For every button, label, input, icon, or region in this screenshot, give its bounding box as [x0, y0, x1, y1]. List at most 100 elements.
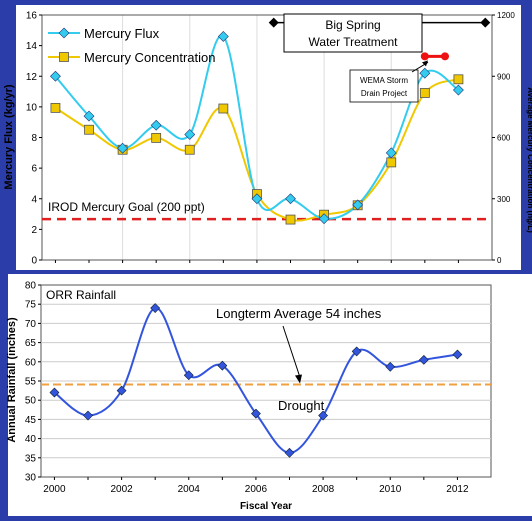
concentration-point: [50, 102, 61, 113]
top-y-tick-label: 16: [26, 11, 38, 22]
rainfall-point: [251, 408, 261, 419]
goal-line-group: IROD Mercury Goal (200 ppt): [42, 200, 492, 221]
bottom-x-tick-label: 2010: [379, 484, 402, 495]
flux-point: [50, 70, 61, 82]
flux-point: [452, 84, 464, 96]
rainfall-title: ORR Rainfall: [46, 288, 116, 302]
bottom-x-tick-label: 2008: [312, 484, 335, 495]
wema-start-marker: [420, 52, 429, 61]
big-spring-start-marker: [268, 17, 279, 28]
legend-flux-marker: [58, 27, 70, 39]
bottom-y-tick-label: 35: [25, 453, 37, 464]
concentration-point: [386, 157, 397, 168]
bottom-panel-background: [0, 274, 532, 516]
wema-label-line2: Drain Project: [361, 89, 408, 98]
flux-point: [184, 129, 196, 140]
big-spring-label-line1: Big Spring: [325, 18, 380, 32]
top-y2-tick-label: 0: [497, 256, 502, 265]
top-annotations-group: Big Spring Water Treatment WEMA Storm Drain…: [268, 13, 491, 103]
top-y2-axis-label: Average Mercury Concentration (ng/L): [526, 87, 532, 233]
rainfall-point: [385, 361, 396, 372]
top-y2-tick-label: 600: [497, 134, 511, 143]
rainfall-point: [183, 370, 194, 381]
legend-concentration-marker: [59, 52, 69, 62]
drought-label: Drought: [278, 398, 325, 413]
rainfall-point: [351, 346, 362, 357]
bottom-y-tick-label: 50: [25, 396, 37, 407]
wema-end-marker: [440, 52, 449, 61]
rainfall-point: [116, 385, 127, 396]
concentration-point: [218, 103, 229, 114]
left-border-strip: [0, 274, 8, 516]
bottom-y-tick-label: 45: [25, 415, 37, 426]
concentration-point: [84, 124, 94, 135]
top-y-tick-label: 4: [31, 194, 37, 205]
top-axes-group: 0 2 4 6 8 10 12 14 16 0 300 600 900 1200: [26, 11, 515, 267]
top-legend: Mercury Flux Mercury Concentration: [48, 26, 216, 65]
top-y2-tick-label: 900: [497, 72, 511, 81]
rainfall-point: [150, 303, 161, 313]
concentration-point: [419, 88, 430, 98]
concentration-point: [151, 133, 162, 143]
flux-point: [217, 31, 229, 42]
bottom-y-tick-label: 40: [25, 434, 37, 445]
flux-point: [318, 213, 330, 225]
top-y-axis-label: Mercury Flux (kg/yr): [3, 84, 15, 189]
average-arrow-line: [282, 325, 301, 378]
big-spring-label-line2: Water Treatment: [309, 35, 399, 49]
concentration-point: [184, 144, 195, 155]
top-y-tick-label: 14: [26, 41, 38, 52]
bottom-y-tick-label: 65: [25, 338, 37, 349]
rainfall-point: [418, 354, 429, 365]
bottom-y-tick-label: 80: [25, 281, 37, 292]
rainfall-point: [217, 360, 228, 371]
rainfall-point: [318, 410, 329, 421]
bottom-y-tick-label: 70: [25, 319, 37, 330]
flux-point: [419, 67, 431, 79]
flux-point: [385, 147, 397, 159]
top-y-tick-label: 10: [26, 102, 38, 113]
top-y-tick-label: 8: [31, 133, 37, 144]
rainfall-point: [284, 447, 295, 458]
flux-point: [352, 199, 364, 211]
bottom-y-tick-label: 60: [25, 357, 37, 368]
average-arrow-head: [295, 374, 302, 384]
bottom-y-tick-label: 30: [25, 473, 37, 484]
flux-point: [150, 119, 162, 131]
top-panel-background: [16, 5, 521, 270]
rainfall-point: [452, 349, 463, 360]
bottom-annotations-group: Longterm Average 54 inches Drought: [216, 306, 382, 413]
flux-point: [285, 193, 296, 205]
flux-point: [117, 142, 129, 154]
bottom-y-tick-label: 55: [25, 377, 37, 388]
wema-label-line1: WEMA Storm: [360, 76, 408, 85]
top-y2-tick-label: 1200: [497, 11, 515, 20]
top-y2-tick-label: 300: [497, 195, 511, 204]
goal-line-label: IROD Mercury Goal (200 ppt): [48, 200, 205, 214]
legend-flux-label: Mercury Flux: [84, 26, 160, 41]
top-y-tick-label: 12: [26, 72, 38, 83]
rainfall-series-group: [49, 303, 463, 458]
wema-arrow-head: [422, 60, 428, 67]
bottom-x-axis-label: Fiscal Year: [240, 501, 292, 512]
bottom-y-axis-label: Annual Rainfall (inches): [6, 317, 18, 443]
bottom-axes-group: 30 35 40 45 50 55 60 65 70 75 80 2000 2002 2004 2006 20…: [25, 281, 469, 496]
bottom-x-tick-label: 2012: [446, 484, 469, 495]
legend-concentration-label: Mercury Concentration: [84, 50, 216, 65]
wema-box: [349, 69, 419, 103]
top-y-tick-label: 0: [31, 256, 37, 267]
flux-point: [83, 110, 95, 122]
rainfall-point: [83, 410, 93, 421]
bottom-x-tick-label: 2006: [245, 484, 268, 495]
flux-point: [251, 193, 263, 205]
concentration-point: [285, 214, 296, 225]
rainfall-point: [49, 387, 60, 398]
top-y-tick-label: 2: [31, 225, 37, 236]
bottom-y-tick-label: 75: [25, 300, 37, 311]
top-y-tick-label: 6: [31, 164, 37, 175]
bottom-x-tick-label: 2004: [178, 484, 201, 495]
big-spring-end-marker: [480, 17, 491, 28]
big-spring-box: [283, 13, 423, 53]
